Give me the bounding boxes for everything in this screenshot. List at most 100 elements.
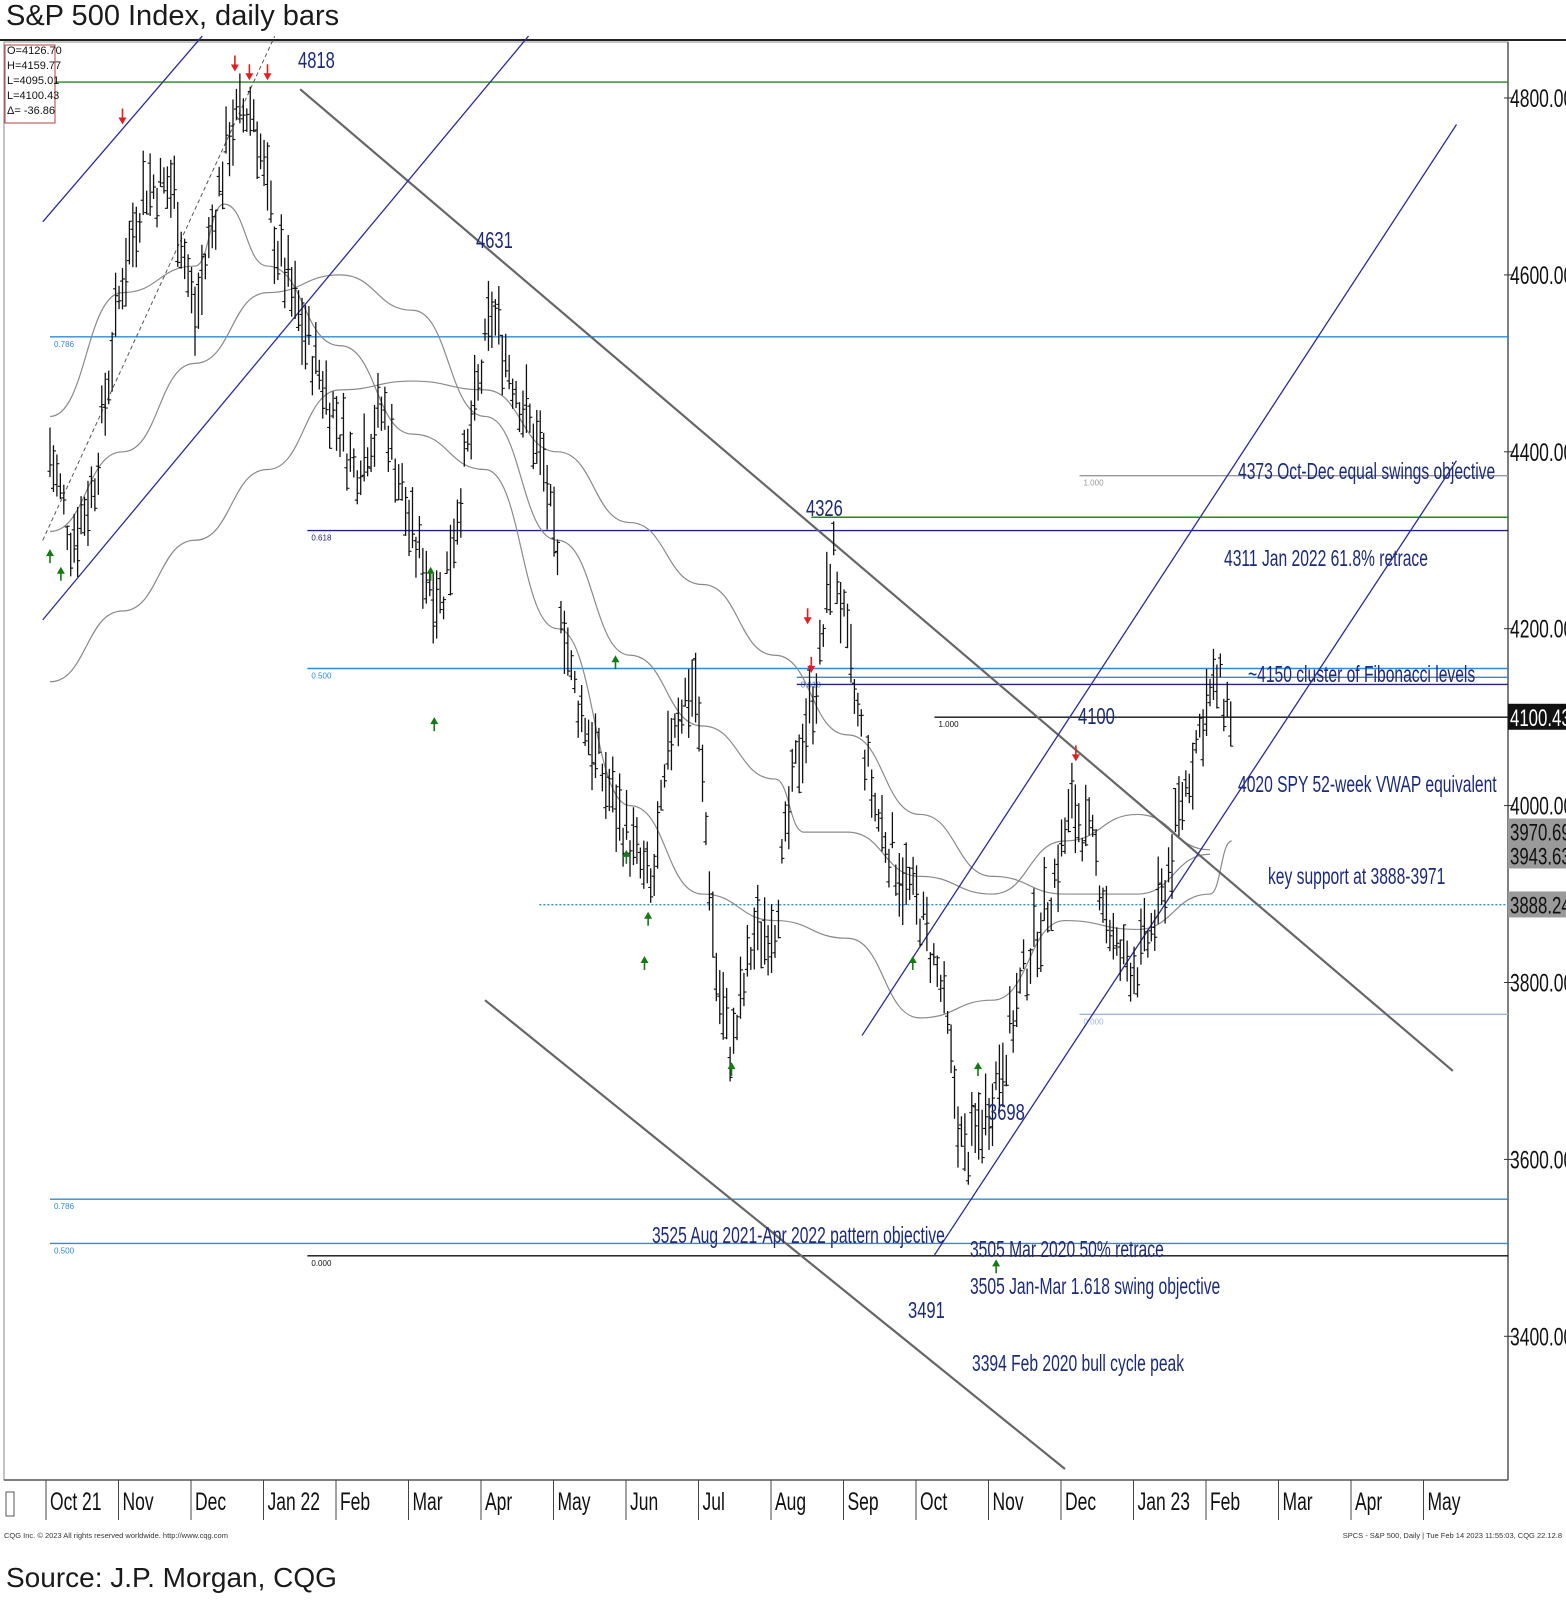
up-arrow-icon bbox=[611, 655, 620, 670]
ohlc-bar bbox=[624, 790, 630, 840]
ohlc-bar bbox=[782, 801, 788, 842]
ohlc-bar bbox=[82, 496, 88, 536]
ohlc-bar bbox=[1228, 701, 1234, 747]
ohlc-bar bbox=[634, 817, 640, 864]
tag-label: 3943.63 bbox=[1510, 844, 1566, 871]
ohlc-bar bbox=[682, 677, 688, 707]
ohlc-bar bbox=[965, 1151, 971, 1185]
ohlc-bar bbox=[755, 884, 761, 951]
ohlc-bar bbox=[185, 254, 191, 297]
ohlc-bar bbox=[1114, 927, 1120, 956]
ohlc-bar bbox=[1086, 797, 1092, 836]
ohlc-bar bbox=[75, 506, 81, 577]
y-tick-label: 4200.00 bbox=[1510, 615, 1566, 644]
arrow-head bbox=[644, 911, 653, 919]
ohlc-bar bbox=[161, 167, 167, 194]
ohlc-bar bbox=[420, 547, 426, 609]
ohlc-bar bbox=[334, 396, 340, 451]
ohlc-bar bbox=[479, 359, 485, 394]
y-tick-label: 3800.00 bbox=[1510, 968, 1566, 997]
ohlc-bar bbox=[1141, 897, 1147, 952]
ohlc-bar bbox=[289, 266, 295, 317]
ohlc-bar bbox=[513, 380, 519, 409]
ohlc-bar bbox=[1059, 819, 1065, 857]
ohlc-bar bbox=[278, 214, 284, 267]
ohlc-bar bbox=[1124, 940, 1130, 982]
ohlc-bar bbox=[648, 868, 654, 903]
ohlc-bar bbox=[482, 318, 488, 341]
ohlc-bar bbox=[827, 563, 833, 616]
ohlc-bar bbox=[606, 768, 612, 812]
ohlc-bar bbox=[1221, 698, 1227, 732]
arrow-head bbox=[1071, 754, 1080, 762]
ohlc-bar bbox=[109, 332, 115, 392]
arrow-head bbox=[908, 955, 917, 963]
ohlc-bar bbox=[472, 354, 478, 421]
ohlc-bar bbox=[413, 536, 419, 578]
down-arrow-icon bbox=[803, 608, 812, 625]
ohlc-bar bbox=[451, 518, 457, 569]
fib-label: 1.000 bbox=[1084, 479, 1105, 488]
ohlc-bar bbox=[78, 496, 84, 535]
ohlc-bar bbox=[979, 1109, 985, 1164]
ohlc-bar bbox=[558, 600, 564, 634]
arrow-head bbox=[974, 1062, 982, 1070]
ohlc-bar bbox=[361, 413, 367, 482]
ohlc-bar bbox=[444, 551, 450, 575]
ohlc-bar bbox=[258, 133, 264, 170]
arrow-head bbox=[727, 1062, 736, 1070]
ohlc-bar bbox=[1093, 828, 1099, 876]
fib-label: 0.786 bbox=[54, 340, 75, 349]
ohlc-bar bbox=[800, 723, 806, 784]
ohlc-bar bbox=[1117, 939, 1123, 981]
ohlc-bar bbox=[209, 204, 215, 249]
x-tick-label: Jan 22 bbox=[268, 1487, 321, 1516]
fib-label: 0.000 bbox=[1084, 1017, 1105, 1026]
ohlc-bar bbox=[910, 856, 916, 895]
ohlc-bar bbox=[1207, 678, 1213, 707]
ohlc-bar bbox=[886, 848, 892, 888]
up-arrow-icon bbox=[908, 955, 917, 970]
arrow-head bbox=[46, 549, 54, 557]
down-arrow-icon bbox=[263, 64, 272, 81]
x-tick-label: Feb bbox=[1210, 1487, 1240, 1516]
up-arrow-icon bbox=[727, 1062, 736, 1077]
ohlc-bar bbox=[275, 240, 281, 281]
ohlc-bar bbox=[102, 372, 108, 436]
ohlc-bar bbox=[113, 272, 119, 337]
moving-average-line bbox=[49, 203, 1233, 1019]
ohlc-bar bbox=[54, 454, 60, 497]
ohlc-bar bbox=[592, 713, 598, 779]
ohlc-bar bbox=[144, 190, 150, 215]
ohlc-bar bbox=[372, 404, 378, 467]
ohlc-bar bbox=[900, 857, 906, 926]
up-arrow-icon bbox=[56, 566, 65, 581]
ohlc-bar bbox=[510, 378, 516, 409]
ohlc-readout-line: L=4100.43 bbox=[7, 90, 59, 102]
price-tag: 3970.69 bbox=[1508, 818, 1566, 846]
ohlc-bar bbox=[1014, 972, 1020, 1028]
ohlc-bar bbox=[896, 852, 902, 917]
ohlc-bar bbox=[813, 673, 819, 724]
ohlc-bar bbox=[603, 751, 609, 819]
y-tick-label: 3600.00 bbox=[1510, 1145, 1566, 1174]
ohlc-bar bbox=[779, 839, 785, 864]
ohlc-bar bbox=[382, 386, 388, 430]
ohlc-readout-line: Δ= -36.86 bbox=[7, 105, 55, 117]
ohlc-bar bbox=[561, 610, 567, 674]
ohlc-bar bbox=[344, 453, 350, 491]
ohlc-bar bbox=[126, 220, 132, 265]
plot-border bbox=[3, 41, 1509, 1481]
ohlc-bar bbox=[575, 700, 581, 738]
annotations: 4373 Oct-Dec equal swings objective 4311 … bbox=[298, 48, 1497, 1376]
ohlc-bar bbox=[831, 521, 837, 556]
ohlc-bar bbox=[617, 773, 623, 841]
up-arrow-icon bbox=[622, 849, 631, 864]
up-arrow-icon bbox=[426, 566, 435, 581]
tag-label: 3888.24 bbox=[1510, 893, 1566, 920]
ohlc-bar bbox=[958, 1116, 964, 1147]
ohlc-bar bbox=[1079, 837, 1085, 862]
ohlc-bar bbox=[265, 142, 270, 211]
ohlc-bar bbox=[434, 570, 440, 639]
